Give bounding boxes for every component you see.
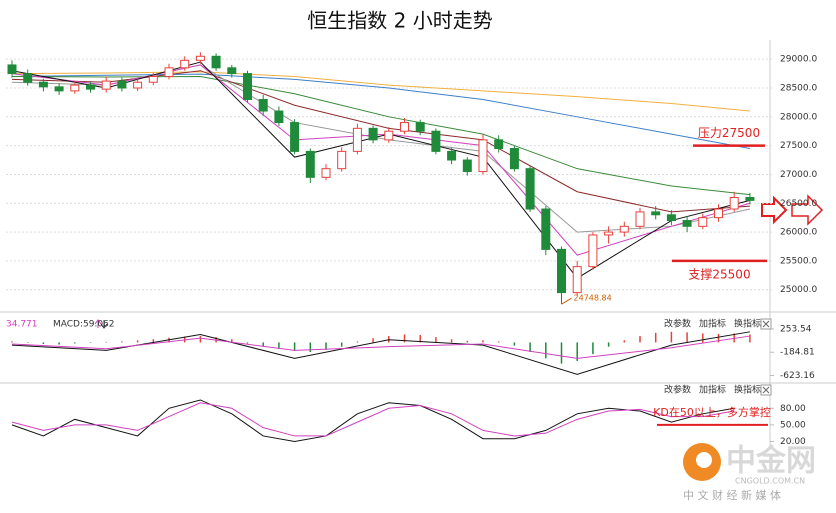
y-tick-label: 26500.0 bbox=[780, 199, 817, 209]
line bbox=[11, 335, 750, 359]
candle-body bbox=[619, 225, 629, 233]
candle-body bbox=[274, 110, 284, 124]
candle-body bbox=[745, 196, 755, 201]
candle-body bbox=[321, 168, 331, 178]
button[interactable]: 换指标 bbox=[734, 318, 761, 330]
candle-body bbox=[70, 84, 80, 92]
candle-body bbox=[86, 84, 95, 90]
line bbox=[11, 70, 750, 213]
y-tick-label: 253.54 bbox=[780, 324, 812, 334]
candle-body bbox=[368, 127, 378, 141]
line bbox=[11, 71, 750, 112]
candle-body bbox=[588, 234, 598, 268]
line bbox=[11, 64, 751, 233]
y-tick-label: 29000.0 bbox=[780, 55, 817, 65]
button[interactable]: 加指标 bbox=[699, 318, 726, 330]
button[interactable]: 换指标 bbox=[734, 384, 761, 396]
y-tick-label: 27000.0 bbox=[780, 170, 817, 180]
candle-body bbox=[604, 231, 614, 236]
logo-name: 中金网 bbox=[726, 444, 816, 479]
y-tick-label: 28500.0 bbox=[780, 83, 817, 93]
candle-body bbox=[290, 122, 300, 152]
annotation-text: KD在50以上，多方掌控 bbox=[653, 405, 771, 419]
candle-body bbox=[7, 64, 17, 75]
line bbox=[11, 75, 750, 196]
line bbox=[11, 73, 750, 149]
arrow-down bbox=[100, 320, 108, 329]
candle-body bbox=[38, 81, 48, 88]
candle-body bbox=[227, 67, 237, 75]
y-tick-label: 25500.0 bbox=[780, 256, 817, 266]
y-tick-label: 50.00 bbox=[780, 420, 806, 430]
low-pointer bbox=[561, 297, 572, 305]
indicator-name: MACD:59.062 bbox=[53, 320, 115, 330]
candle-body bbox=[666, 214, 676, 222]
candle-body bbox=[509, 148, 519, 170]
candle-body bbox=[400, 122, 409, 132]
candle-body bbox=[572, 266, 582, 294]
low-label: 24748.84 bbox=[574, 294, 612, 303]
candle-body bbox=[478, 139, 488, 173]
candle-body bbox=[698, 217, 708, 227]
candle-body bbox=[431, 130, 441, 152]
candle-body bbox=[635, 211, 645, 227]
chart-title: 恒生指数 2 小时走势 bbox=[307, 9, 492, 33]
candle-body bbox=[415, 122, 425, 132]
candle-body bbox=[23, 73, 33, 83]
candle-body bbox=[462, 159, 472, 173]
annotation-text: 压力27500 bbox=[698, 126, 760, 140]
candle-body bbox=[541, 208, 551, 250]
candle-body bbox=[337, 150, 347, 170]
close-icon bbox=[762, 320, 770, 328]
indicator-value: 34.771 bbox=[6, 320, 38, 330]
candle-body bbox=[729, 196, 739, 210]
candle-body bbox=[682, 220, 692, 227]
candle-body bbox=[651, 211, 661, 216]
y-tick-label: 20.00 bbox=[780, 437, 806, 447]
y-tick-label: 25000.0 bbox=[780, 285, 817, 295]
y-tick-label: 26000.0 bbox=[780, 228, 817, 238]
candle-body bbox=[148, 75, 158, 83]
arrow bbox=[791, 194, 824, 226]
candle-body bbox=[133, 81, 143, 89]
arrow bbox=[761, 195, 788, 225]
line bbox=[11, 402, 735, 437]
y-tick-label: 28000.0 bbox=[780, 112, 817, 122]
button[interactable]: 改参数 bbox=[664, 318, 691, 330]
button[interactable]: 改参数 bbox=[664, 384, 691, 396]
y-tick-label: 27500.0 bbox=[780, 141, 817, 151]
candle-body bbox=[494, 139, 504, 150]
candle-body bbox=[258, 99, 268, 112]
candle-body bbox=[352, 127, 362, 152]
candle-body bbox=[54, 86, 64, 92]
candle-body bbox=[164, 67, 174, 77]
button[interactable]: 加指标 bbox=[699, 384, 726, 396]
annotation-text: 支撑25500 bbox=[688, 266, 750, 281]
candle-body bbox=[525, 168, 535, 210]
arrow-up bbox=[94, 319, 102, 328]
y-tick-label: -184.81 bbox=[780, 348, 815, 358]
candle-body bbox=[180, 59, 190, 69]
candle-body bbox=[101, 80, 111, 90]
logo-icon bbox=[696, 452, 712, 468]
line bbox=[11, 399, 735, 442]
y-tick-label: 80.00 bbox=[780, 404, 806, 414]
line bbox=[11, 61, 751, 279]
candle-body bbox=[384, 130, 394, 141]
candle-body bbox=[243, 73, 252, 101]
candle-body bbox=[714, 208, 723, 219]
candle-body bbox=[117, 80, 127, 89]
candle-body bbox=[211, 55, 221, 69]
logo-domain: CNGOLD.COM.CN bbox=[735, 477, 805, 486]
line bbox=[11, 331, 750, 375]
candle-body bbox=[195, 55, 205, 61]
candle-body bbox=[447, 150, 457, 161]
candle-body bbox=[557, 248, 566, 294]
candle-body bbox=[305, 150, 315, 178]
close-icon bbox=[762, 386, 770, 394]
y-tick-label: -623.16 bbox=[780, 371, 815, 381]
logo-slogan: 中 文 财 经 新 媒 体 bbox=[683, 488, 781, 502]
